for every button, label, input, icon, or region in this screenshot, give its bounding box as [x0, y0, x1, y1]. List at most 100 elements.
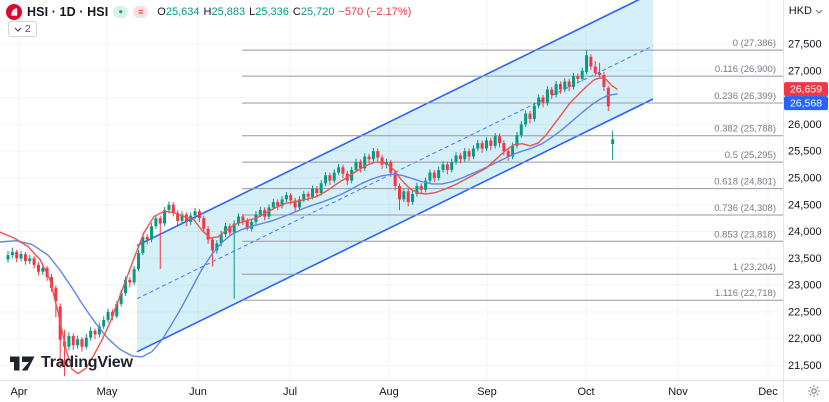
symbol-logo-icon [6, 4, 22, 20]
candle-body [80, 339, 84, 347]
candle-body [154, 218, 158, 227]
candle-body [110, 311, 114, 317]
candle-body [28, 258, 32, 262]
month-tick-label: May [97, 386, 118, 398]
candle-body [585, 55, 589, 72]
candle-body [219, 234, 223, 244]
price-tick-label: 25,000 [788, 172, 822, 184]
candle-body [576, 76, 580, 79]
month-tick-label: Sep [477, 386, 497, 398]
candle-body [141, 236, 145, 253]
candle-body [458, 155, 462, 160]
candle-body [210, 239, 214, 251]
candle-body [306, 194, 310, 197]
price-badge-value: 26,568 [790, 98, 822, 110]
candle-body [550, 89, 554, 95]
candle-body [302, 194, 306, 200]
candle-body [145, 236, 149, 240]
candle-body [311, 188, 314, 197]
candle-body [572, 76, 575, 87]
candle-body [580, 70, 584, 79]
currency-dropdown[interactable]: HKD [789, 5, 823, 17]
candle-body [54, 287, 58, 302]
fib-level-label: 0.382 (25,788) [714, 124, 776, 135]
candle-body [167, 204, 171, 211]
candle-body [267, 207, 271, 217]
price-badge-value: 26,659 [790, 84, 822, 96]
candle-body [180, 214, 184, 221]
indicator-menu-icon[interactable]: ≡ [133, 6, 149, 18]
candle-body [515, 135, 519, 146]
candle-body [337, 167, 341, 173]
candle-body [506, 151, 510, 157]
candle-body [428, 172, 432, 181]
fib-level-label: 0.736 (24,308) [714, 203, 776, 214]
candle-body [137, 252, 140, 270]
candle-body [367, 156, 371, 160]
candle-body [489, 140, 493, 146]
candle-body [163, 210, 167, 224]
indicators-collapse-toggle[interactable]: 2 [8, 21, 37, 37]
candle-body [297, 199, 301, 208]
candle-body [541, 97, 545, 103]
candle-body [250, 221, 254, 229]
candle-body [119, 293, 123, 304]
indicator-dot-icon[interactable]: ● [113, 6, 129, 18]
candle-body [445, 164, 449, 170]
candle-body [554, 84, 558, 95]
price-axis[interactable]: 27,50027,00026,50026,00025,50025,00024,5… [784, 39, 828, 373]
fib-level-label: 1 (23,204) [733, 262, 776, 273]
candle-body [202, 218, 206, 229]
symbol-title[interactable]: HSI · 1D · HSI [27, 5, 109, 19]
candle-body [558, 84, 562, 90]
month-tick-label: Jun [189, 386, 207, 398]
price-badge [784, 96, 828, 111]
candle-body [158, 218, 162, 224]
candle-body [128, 279, 132, 283]
candle-body [567, 81, 571, 87]
candle-body [611, 139, 615, 144]
fib-level-label: 0.618 (24,801) [714, 177, 776, 188]
month-tick-label: Nov [668, 386, 688, 398]
candle-body [441, 164, 445, 170]
candle-body [476, 143, 480, 149]
tradingview-logo[interactable]: TradingView [10, 354, 133, 372]
candle-body [15, 251, 19, 259]
candle-body [228, 226, 232, 233]
candle-body [524, 113, 528, 125]
price-tick-label: 24,000 [788, 226, 822, 238]
candle-body [493, 136, 497, 146]
candle-body [6, 255, 10, 260]
candle-body [150, 226, 154, 240]
chart-legend: HSI · 1D · HSI ● ≡ O25,634 H25,883 L25,3… [6, 4, 411, 20]
ohlc-legend: O25,634 H25,883 L25,336 C25,720 −570 (−2… [157, 6, 412, 18]
candle-body [563, 81, 567, 90]
candle-body [10, 251, 14, 256]
candle-body [84, 337, 88, 347]
settings-gear-button[interactable] [807, 384, 821, 402]
candle-body [32, 258, 36, 265]
candle-body [502, 143, 506, 152]
candle-body [463, 151, 467, 160]
candle-body [363, 156, 367, 169]
candle-body [467, 151, 471, 157]
price-badge [784, 82, 828, 97]
candle-body [193, 211, 197, 216]
time-axis[interactable]: Apr May Jun Jul Aug Sep Oct Nov Dec [10, 386, 778, 398]
price-tick-label: 21,500 [788, 360, 822, 372]
candle-body [115, 303, 119, 317]
candle-body [293, 200, 297, 208]
candle-body [332, 172, 336, 181]
candle-body [602, 75, 606, 87]
candle-body [23, 254, 27, 262]
candle-body [232, 223, 236, 233]
candle-body [237, 216, 241, 224]
candle-body [471, 148, 475, 157]
fib-retracement: 0 (27,386) 0.116 (26,900) 0.236 (26,399) 0.… [242, 38, 783, 301]
fib-level-label: 0.116 (26,900) [715, 64, 776, 75]
grid-lines [0, 0, 783, 380]
price-tick-label: 27,000 [788, 65, 822, 77]
chevron-down-icon [815, 9, 823, 14]
